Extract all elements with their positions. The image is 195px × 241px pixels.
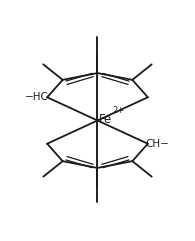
Text: CH−: CH− <box>145 139 169 149</box>
Text: −HC: −HC <box>25 92 49 102</box>
Text: 2+: 2+ <box>113 106 125 115</box>
Text: Fe: Fe <box>98 113 112 126</box>
